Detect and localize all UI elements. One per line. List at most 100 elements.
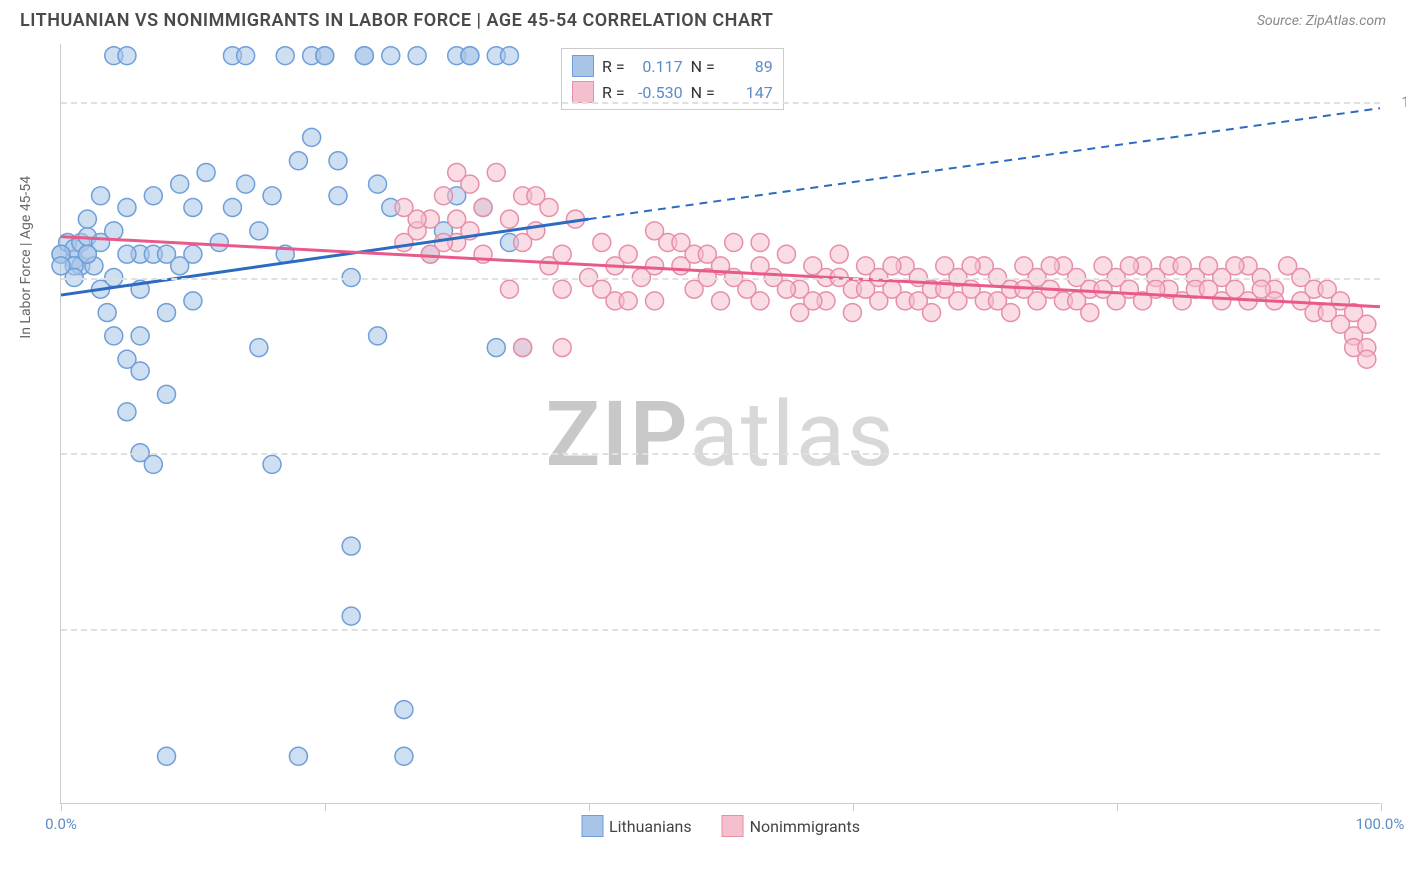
swatch-series2 (572, 81, 594, 103)
data-point (263, 187, 281, 205)
data-point (698, 245, 716, 263)
data-point (1094, 280, 1112, 298)
data-point (369, 175, 387, 193)
data-point (1120, 257, 1138, 275)
legend-item-series2: Nonimmigrants (722, 815, 860, 837)
data-point (250, 339, 268, 357)
y-tick-label: 100.0% (1390, 93, 1406, 111)
x-tick (1117, 803, 1118, 811)
data-point (408, 47, 426, 65)
data-point (712, 292, 730, 310)
data-point (1226, 257, 1244, 275)
data-point (263, 455, 281, 473)
data-point (646, 222, 664, 240)
data-point (171, 257, 189, 275)
gridline (61, 102, 1380, 104)
data-point (646, 257, 664, 275)
data-point (382, 47, 400, 65)
data-point (184, 292, 202, 310)
x-tick (853, 803, 854, 811)
data-point (118, 245, 136, 263)
data-point (342, 607, 360, 625)
data-point (593, 280, 611, 298)
gridline (61, 453, 1380, 455)
data-point (500, 47, 518, 65)
data-point (843, 304, 861, 322)
data-point (395, 747, 413, 765)
data-point (804, 292, 822, 310)
y-axis-label: In Labor Force | Age 45-54 (18, 176, 34, 339)
bottom-legend: Lithuanians Nonimmigrants (581, 815, 860, 837)
r-value-series1: 0.117 (633, 57, 683, 76)
data-point (1358, 315, 1376, 333)
data-point (329, 187, 347, 205)
x-tick (589, 803, 590, 811)
source-attribution: Source: ZipAtlas.com (1257, 13, 1386, 29)
x-tick (1381, 803, 1382, 811)
gridline (61, 278, 1380, 280)
data-point (329, 152, 347, 170)
data-point (158, 747, 176, 765)
data-point (171, 175, 189, 193)
data-point (276, 47, 294, 65)
data-point (435, 234, 453, 252)
stats-row-series1: R = 0.117 N = 89 (572, 53, 773, 79)
data-point (751, 292, 769, 310)
data-point (725, 234, 743, 252)
data-point (962, 257, 980, 275)
data-point (514, 339, 532, 357)
data-point (435, 187, 453, 205)
data-point (289, 747, 307, 765)
trend-line-extrapolated (589, 108, 1380, 219)
data-point (1041, 257, 1059, 275)
data-point (184, 198, 202, 216)
data-point (395, 234, 413, 252)
scatter-plot-svg (61, 44, 1380, 803)
data-point (395, 701, 413, 719)
data-point (909, 292, 927, 310)
data-point (553, 280, 571, 298)
data-point (540, 198, 558, 216)
data-point (646, 292, 664, 310)
data-point (158, 385, 176, 403)
data-point (988, 292, 1006, 310)
data-point (237, 47, 255, 65)
x-tick (325, 803, 326, 811)
data-point (751, 234, 769, 252)
y-tick-label: 55.0% (1390, 620, 1406, 638)
data-point (553, 339, 571, 357)
data-point (500, 280, 518, 298)
data-point (830, 245, 848, 263)
legend-item-series1: Lithuanians (581, 815, 692, 837)
data-point (461, 47, 479, 65)
data-point (105, 327, 123, 345)
data-point (250, 222, 268, 240)
data-point (461, 175, 479, 193)
data-point (487, 163, 505, 181)
data-point (92, 187, 110, 205)
chart-title: LITHUANIAN VS NONIMMIGRANTS IN LABOR FOR… (20, 10, 774, 31)
y-tick-label: 85.0% (1390, 269, 1406, 287)
data-point (474, 198, 492, 216)
data-point (223, 198, 241, 216)
data-point (1252, 280, 1270, 298)
data-point (118, 403, 136, 421)
x-tick (61, 803, 62, 811)
data-point (342, 537, 360, 555)
swatch-series1 (572, 55, 594, 77)
stats-legend-box: R = 0.117 N = 89 R = -0.530 N = 147 (561, 48, 784, 110)
y-tick-label: 70.0% (1390, 444, 1406, 462)
data-point (1068, 292, 1086, 310)
data-point (1358, 350, 1376, 368)
n-value-series2: 147 (723, 83, 773, 102)
data-point (131, 362, 149, 380)
data-point (52, 257, 70, 275)
data-point (619, 292, 637, 310)
legend-swatch-series1 (581, 815, 603, 837)
data-point (197, 163, 215, 181)
legend-label-series1: Lithuanians (609, 817, 692, 836)
gridline (61, 629, 1380, 631)
data-point (303, 128, 321, 146)
data-point (237, 175, 255, 193)
data-point (1173, 257, 1191, 275)
